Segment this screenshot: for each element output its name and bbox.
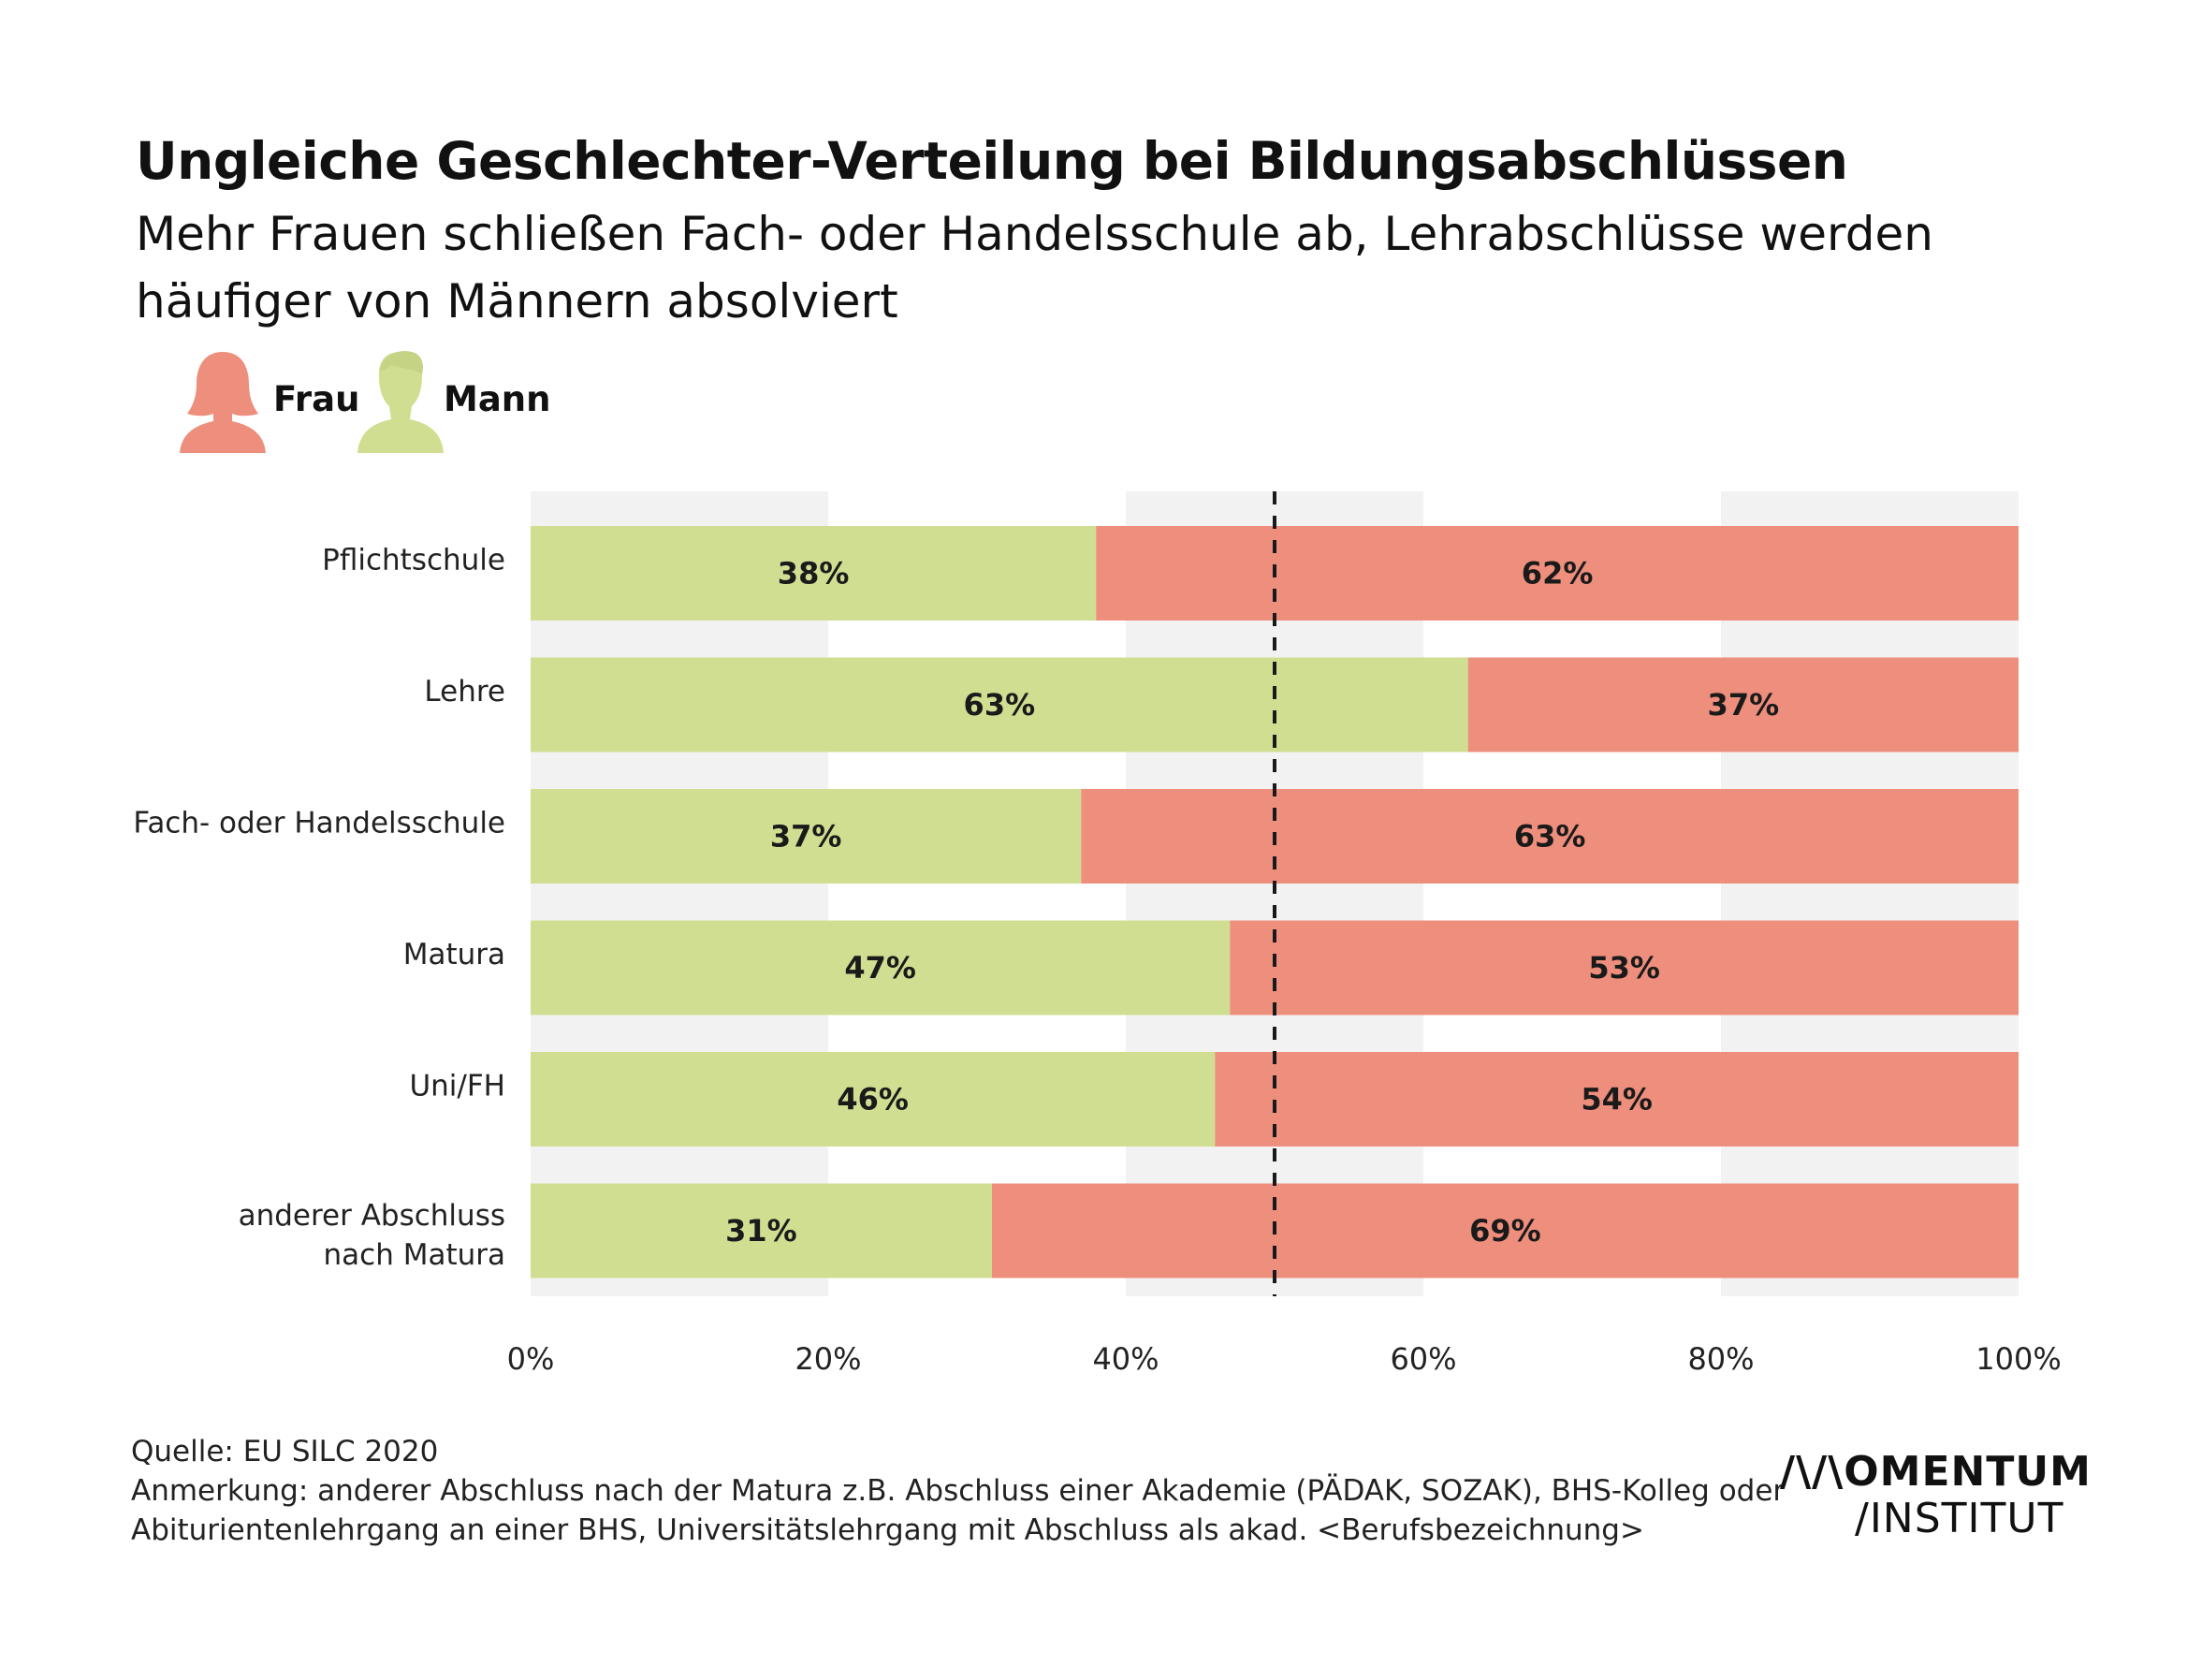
man-silhouette-icon: [357, 350, 444, 453]
category-label: Matura: [403, 938, 505, 971]
bar-mann-3: [531, 920, 1231, 1015]
x-axis-ticks: 0% 20% 40% 60% 80% 100%: [507, 1341, 2062, 1377]
note-text-line2: Abiturientenlehrgang an einer BHS, Unive…: [131, 1513, 1644, 1547]
bars: [531, 526, 2019, 1278]
x-tick-label: 40%: [1092, 1341, 1159, 1377]
bar-mann-0: [531, 526, 1097, 621]
chart-title: Ungleiche Geschlechter-Verteilung bei Bi…: [136, 131, 1848, 191]
category-label: Lehre: [424, 675, 505, 709]
x-tick-label: 0%: [507, 1341, 555, 1377]
legend-mann-label: Mann: [444, 379, 551, 419]
bar-frau-3: [1230, 920, 2019, 1015]
x-tick-label: 60%: [1390, 1341, 1456, 1377]
category-label: nach Matura: [324, 1238, 505, 1272]
footer: Quelle: EU SILC 2020 Anmerkung: anderer …: [131, 1432, 1786, 1550]
value-label: 62%: [1522, 556, 1594, 592]
value-label: 63%: [1514, 819, 1586, 855]
note-text-line1: Anmerkung: anderer Abschluss nach der Ma…: [131, 1474, 1786, 1508]
bar-mann-4: [531, 1052, 1216, 1147]
value-label: 37%: [770, 819, 842, 855]
bar-frau-0: [1096, 526, 2019, 621]
x-tick-label: 100%: [1976, 1341, 2061, 1377]
logo-line1: /\/\OMENTUM: [1780, 1448, 2092, 1496]
grid-band: [1721, 491, 2019, 1296]
category-label: Uni/FH: [409, 1070, 505, 1103]
value-label: 38%: [778, 556, 850, 592]
bar-frau-1: [1467, 657, 2019, 752]
category-label: anderer Abschluss: [239, 1199, 505, 1233]
bar-mann-5: [531, 1183, 992, 1278]
stacked-bar-chart: Pflichtschule Lehre Fach- oder Handelsschu…: [133, 491, 2062, 1377]
x-tick-label: 20%: [795, 1341, 861, 1377]
grid-band: [531, 491, 828, 1296]
value-label: 53%: [1588, 950, 1660, 986]
source-text: Quelle: EU SILC 2020: [131, 1435, 439, 1468]
value-label: 46%: [837, 1082, 909, 1118]
chart-subtitle: Mehr Frauen schließen Fach- oder Handels…: [136, 207, 1933, 329]
value-label: 31%: [725, 1213, 797, 1249]
bar-frau-5: [991, 1183, 2019, 1278]
x-tick-label: 80%: [1687, 1341, 1754, 1377]
woman-silhouette-icon: [180, 352, 266, 453]
logo-line2: /INSTITUT: [1855, 1495, 2064, 1542]
category-label: Fach- oder Handelsschule: [133, 807, 505, 840]
value-label: 69%: [1469, 1213, 1541, 1249]
value-label: 63%: [964, 687, 1036, 723]
category-labels: Pflichtschule Lehre Fach- oder Handelsschu…: [133, 544, 505, 1273]
value-labels: 38% 62% 63% 37% 37% 63% 47% 53% 46% 54% 31% 69%: [725, 556, 1779, 1249]
category-label: Pflichtschule: [322, 544, 505, 577]
bar-frau-2: [1081, 789, 2019, 884]
legend-frau-label: Frau: [273, 379, 360, 419]
bar-frau-4: [1215, 1052, 2019, 1147]
bar-mann-2: [531, 789, 1082, 884]
bar-mann-1: [531, 657, 1468, 752]
value-label: 47%: [844, 950, 916, 986]
value-label: 37%: [1708, 687, 1780, 723]
momentum-institut-logo: /\/\OMENTUM /INSTITUT: [1780, 1449, 2092, 1542]
value-label: 54%: [1581, 1082, 1653, 1118]
